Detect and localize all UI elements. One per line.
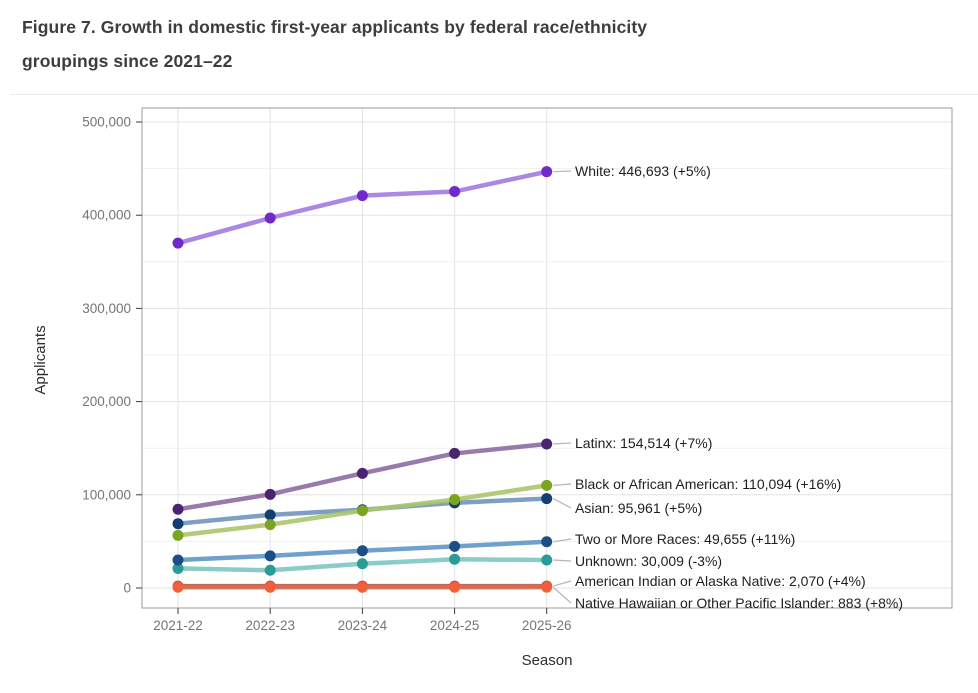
y-tick-label: 200,000: [82, 394, 131, 409]
x-tick-label: 2022-23: [245, 618, 295, 633]
series-latinx: [172, 438, 553, 515]
series-label-two-or-more: Two or More Races: 49,655 (+11%): [575, 531, 795, 547]
data-point-white: [541, 166, 553, 178]
y-tick-label: 100,000: [82, 487, 131, 502]
series-label-latinx: Latinx: 154,514 (+7%): [575, 435, 712, 451]
data-point-native-hawaiian: [541, 581, 553, 593]
data-point-native-hawaiian: [172, 581, 184, 593]
y-tick-label: 500,000: [82, 115, 131, 130]
data-point-white: [264, 212, 276, 224]
data-point-native-hawaiian: [264, 581, 276, 593]
data-point-asian: [541, 493, 553, 505]
data-point-two-or-more: [449, 540, 461, 552]
gridlines: [142, 108, 952, 608]
data-point-two-or-more: [264, 550, 276, 562]
figure-title-line-2: groupings since 2021–22: [22, 51, 233, 71]
series-label-american-indian: American Indian or Alaska Native: 2,070 …: [575, 573, 866, 589]
series-label-white: White: 446,693 (+5%): [575, 163, 711, 179]
series-label-asian: Asian: 95,961 (+5%): [575, 500, 702, 516]
annotation-native-hawaiian: Native Hawaiian or Other Pacific Islande…: [552, 586, 903, 611]
y-tick-label: 0: [123, 581, 131, 596]
series-label-unknown: Unknown: 30,009 (-3%): [575, 553, 722, 569]
data-point-latinx: [172, 503, 184, 515]
x-tick-label: 2021-22: [153, 618, 203, 633]
x-axis-title: Season: [522, 652, 573, 669]
data-point-unknown: [264, 564, 276, 576]
leader-line-two-or-more: [553, 538, 572, 543]
annotation-black: Black or African American: 110,094 (+16%…: [553, 476, 841, 492]
series-native-hawaiian: [172, 581, 553, 593]
x-tick-label: 2024-25: [430, 618, 480, 633]
data-point-two-or-more: [172, 554, 184, 566]
figure-title: Figure 7. Growth in domestic first-year …: [22, 10, 882, 78]
data-point-black: [356, 505, 368, 517]
data-point-unknown: [356, 558, 368, 570]
x-tick-label: 2023-24: [338, 618, 388, 633]
leader-line-unknown: [553, 559, 572, 562]
series-label-black: Black or African American: 110,094 (+16%…: [575, 476, 841, 492]
annotation-american-indian: American Indian or Alaska Native: 2,070 …: [553, 573, 866, 589]
data-point-unknown: [449, 553, 461, 565]
title-divider: [10, 94, 978, 95]
series-label-native-hawaiian: Native Hawaiian or Other Pacific Islande…: [575, 595, 903, 611]
data-point-latinx: [356, 467, 368, 479]
data-point-native-hawaiian: [449, 581, 461, 593]
annotation-white: White: 446,693 (+5%): [553, 163, 711, 179]
data-point-black: [172, 529, 184, 541]
leader-line-asian: [552, 498, 572, 509]
data-point-latinx: [449, 447, 461, 459]
leader-line-american-indian: [553, 580, 572, 587]
data-point-unknown: [172, 562, 184, 574]
data-point-white: [449, 186, 461, 198]
annotation-two-or-more: Two or More Races: 49,655 (+11%): [553, 531, 795, 547]
data-point-native-hawaiian: [356, 581, 368, 593]
figure-title-line-1: Figure 7. Growth in domestic first-year …: [22, 17, 648, 37]
series-two-or-more: [172, 536, 553, 566]
data-point-two-or-more: [541, 536, 553, 548]
y-tick-label: 300,000: [82, 301, 131, 316]
data-point-asian: [264, 509, 276, 521]
data-point-black: [541, 479, 553, 491]
data-point-black: [449, 494, 461, 506]
data-point-black: [264, 519, 276, 531]
y-axis-title: Applicants: [32, 325, 49, 394]
annotation-asian: Asian: 95,961 (+5%): [552, 498, 702, 516]
data-point-asian: [172, 518, 184, 530]
annotation-latinx: Latinx: 154,514 (+7%): [553, 435, 712, 451]
series-black: [172, 479, 553, 541]
annotation-unknown: Unknown: 30,009 (-3%): [553, 553, 722, 569]
leader-line-latinx: [553, 442, 572, 445]
data-point-latinx: [541, 438, 553, 450]
leader-line-black: [553, 483, 572, 486]
data-point-two-or-more: [356, 545, 368, 557]
data-point-latinx: [264, 488, 276, 500]
axes: 0 100,000 200,000 300,000 400,000 500,000 2021…: [32, 115, 572, 670]
y-tick-label: 400,000: [82, 208, 131, 223]
x-tick-label: 2025-26: [522, 618, 572, 633]
applicants-line-chart: 0 100,000 200,000 300,000 400,000 500,000 2021…: [32, 107, 953, 670]
data-point-unknown: [541, 554, 553, 566]
leader-line-native-hawaiian: [552, 586, 572, 604]
data-point-white: [172, 237, 184, 249]
series-unknown: [172, 553, 553, 576]
leader-line-white: [553, 170, 572, 173]
series-white: [172, 166, 553, 249]
data-point-white: [356, 190, 368, 202]
